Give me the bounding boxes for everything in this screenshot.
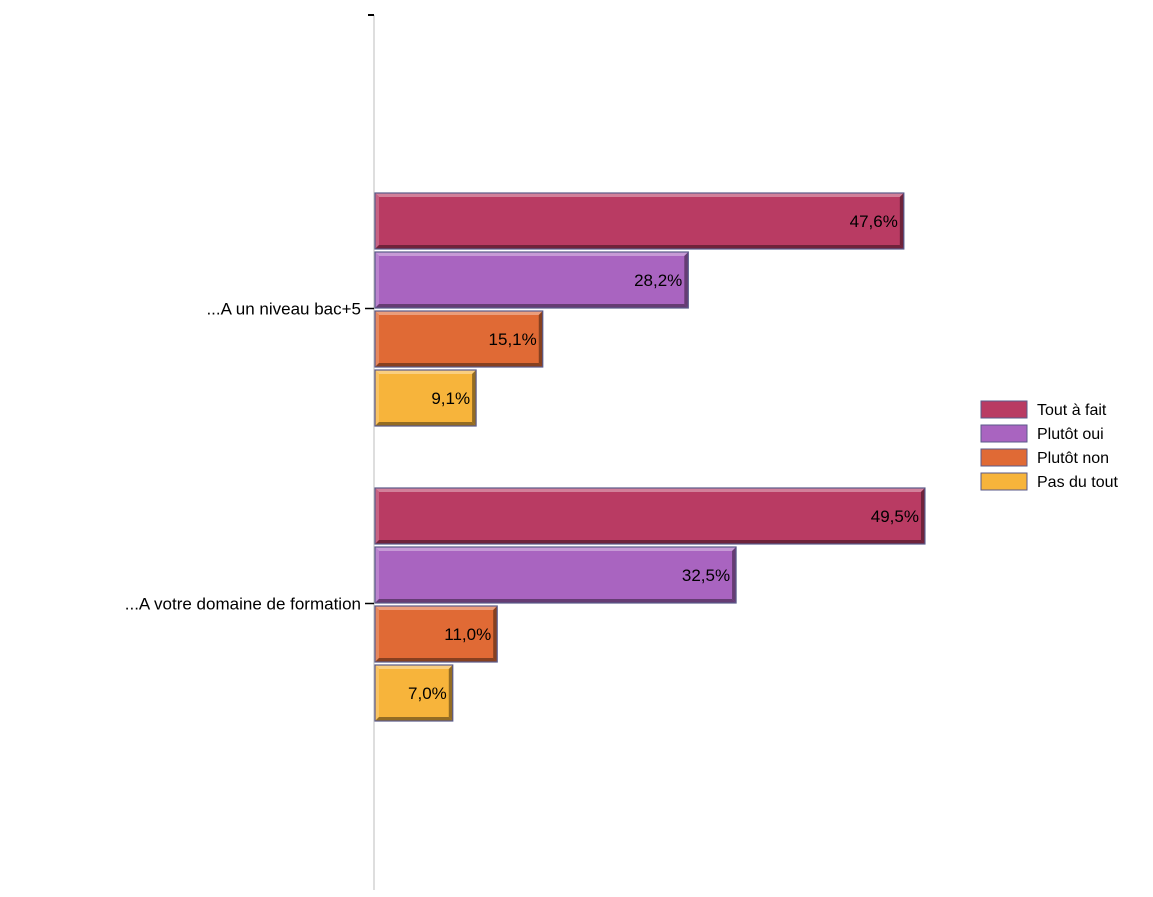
legend-label: Tout à fait bbox=[1037, 402, 1107, 419]
bar-bevel-top bbox=[375, 665, 453, 669]
legend-swatch bbox=[980, 448, 1028, 467]
bar-data-label: 11,0% bbox=[444, 625, 491, 644]
bar-bevel-bottom bbox=[375, 245, 904, 249]
bar-bevel-right bbox=[538, 311, 543, 367]
bar-data-label: 9,1% bbox=[431, 389, 470, 408]
bar-outline bbox=[374, 310, 544, 368]
bar-outline bbox=[374, 251, 689, 309]
bar-data-label: 47,6% bbox=[850, 212, 898, 231]
bar: 9,1% bbox=[374, 369, 477, 427]
bar-bevel-top bbox=[375, 193, 904, 197]
bar-outline bbox=[374, 664, 454, 722]
bar-bevel-right bbox=[472, 370, 477, 426]
bar-bevel-bottom bbox=[375, 304, 689, 308]
legend-label: Plutôt oui bbox=[1037, 426, 1104, 443]
bar-bevel-top bbox=[375, 252, 689, 256]
bar-fill bbox=[375, 606, 498, 662]
bar-fill bbox=[375, 547, 737, 603]
bar-bevel-bottom bbox=[375, 540, 925, 544]
bar-bevel-right bbox=[493, 606, 498, 662]
bar-data-label: 28,2% bbox=[634, 271, 682, 290]
legend-item: Tout à fait bbox=[980, 400, 1107, 419]
bar-bevel-left bbox=[375, 311, 379, 367]
legend-label: Pas du tout bbox=[1037, 474, 1119, 491]
bar-outline bbox=[374, 605, 498, 663]
axis-layer: ...A un niveau bac+5 ...A votre domaine d… bbox=[125, 14, 375, 890]
bar-outline bbox=[374, 546, 737, 604]
bar: 32,5% bbox=[374, 546, 737, 604]
bar-bevel-top bbox=[375, 606, 498, 610]
legend-swatch bbox=[980, 400, 1028, 419]
legend-swatch bbox=[980, 472, 1028, 491]
bar-fill bbox=[375, 488, 925, 544]
bar-bevel-left bbox=[375, 193, 379, 249]
bar-fill bbox=[375, 311, 543, 367]
bar: 11,0% bbox=[374, 605, 498, 663]
bar-data-label: 7,0% bbox=[408, 684, 447, 703]
bar-bevel-right bbox=[732, 547, 737, 603]
bar-bevel-left bbox=[375, 547, 379, 603]
bar-bevel-right bbox=[920, 488, 925, 544]
bar-outline bbox=[374, 192, 905, 250]
category-label: ...A votre domaine de formation bbox=[125, 595, 361, 614]
bar-bevel-left bbox=[375, 370, 379, 426]
legend: Tout à fait Plutôt oui Plutôt non Pas du to… bbox=[980, 400, 1119, 491]
bar-fill bbox=[375, 193, 904, 249]
bar-fill bbox=[375, 665, 453, 721]
bar: 49,5% bbox=[374, 487, 926, 545]
bar-bevel-bottom bbox=[375, 363, 543, 367]
bar-bevel-bottom bbox=[375, 658, 498, 662]
bar-data-label: 32,5% bbox=[682, 566, 730, 585]
legend-item: Plutôt non bbox=[980, 448, 1109, 467]
legend-item: Plutôt oui bbox=[980, 424, 1104, 443]
bar-bevel-top bbox=[375, 311, 543, 315]
bar-fill bbox=[375, 370, 477, 426]
bar-data-label: 49,5% bbox=[871, 507, 919, 526]
legend-label: Plutôt non bbox=[1037, 450, 1109, 467]
bar: 15,1% bbox=[374, 310, 544, 368]
bar-bevel-bottom bbox=[375, 717, 453, 721]
bars-layer: 47,6% 49,5% 28,2% 32,5% 15,1% 11,0% 9,1% 7,0% bbox=[374, 192, 926, 722]
bar: 47,6% bbox=[374, 192, 905, 250]
bar-bevel-right bbox=[899, 193, 904, 249]
bar-bevel-top bbox=[375, 547, 737, 551]
bar-bevel-right bbox=[448, 665, 453, 721]
bar-bevel-left bbox=[375, 488, 379, 544]
bar-bevel-top bbox=[375, 370, 477, 374]
bar: 7,0% bbox=[374, 664, 454, 722]
bar-bevel-right bbox=[684, 252, 689, 308]
legend-item: Pas du tout bbox=[980, 472, 1119, 491]
bar: 28,2% bbox=[374, 251, 689, 309]
legend-swatch bbox=[980, 424, 1028, 443]
bar-outline bbox=[374, 487, 926, 545]
bar-bevel-top bbox=[375, 488, 925, 492]
bar-bevel-left bbox=[375, 252, 379, 308]
bar-bevel-bottom bbox=[375, 599, 737, 603]
bar-bevel-bottom bbox=[375, 422, 477, 426]
bar-bevel-left bbox=[375, 606, 379, 662]
bar-bevel-left bbox=[375, 665, 379, 721]
bar-outline bbox=[374, 369, 477, 427]
category-label: ...A un niveau bac+5 bbox=[206, 300, 361, 319]
bar-data-label: 15,1% bbox=[489, 330, 537, 349]
bar-fill bbox=[375, 252, 689, 308]
